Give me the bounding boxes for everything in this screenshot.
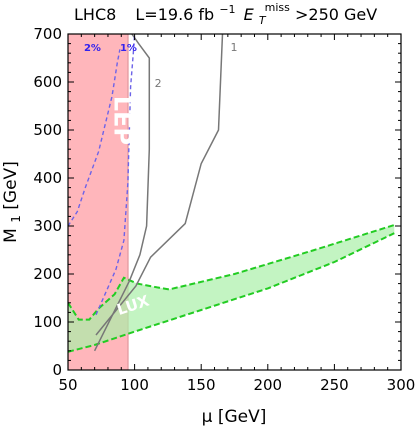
x-tick-label-100: 100 [120,376,149,394]
x-tick-label-300: 300 [387,376,415,394]
y-tick-label-0: 0 [52,361,62,379]
y-axis-label-main: M [1,228,21,243]
lux-region-fill [68,225,395,352]
y-axis-label-unit: [GeV] [1,161,21,210]
axes-frame [67,33,402,371]
y-tick-label-300: 300 [33,217,62,235]
annotation-lep: LEP [109,96,137,145]
x-axis-label: μ [GeV] [202,407,267,427]
annotation-1: 1 [231,41,238,54]
y-axis-label: M 1 [GeV] [1,161,25,243]
title-et-sub: T [259,14,267,27]
series-line-1 [95,34,224,336]
annotation-2: 2 [155,77,162,90]
series-line-2 [93,34,151,352]
x-tick-label-200: 200 [253,376,282,394]
title-lhc: LHC8 [74,5,116,24]
title-lumi-exp: −1 [219,3,235,16]
y-tick-label-200: 200 [33,265,62,283]
x-tick-label-50: 50 [58,376,77,394]
y-axis-label-sub: 1 [9,215,23,223]
title-et-cut: >250 GeV [295,5,377,24]
axis-ticks: 50 100 150 200 250 300 0 100 200 300 400 500 600 700 [33,25,415,394]
title-et-sym: E [244,5,255,24]
y-tick-label-600: 600 [33,73,62,91]
y-tick-label-400: 400 [33,169,62,187]
y-tick-label-100: 100 [33,313,62,331]
annotation-2pct: 2% [84,43,101,54]
x-tick-label-250: 250 [320,376,349,394]
series-line-1pct [95,34,136,316]
lux-upper-boundary [68,224,395,321]
y-tick-label-700: 700 [33,25,62,43]
lux-lower-boundary [68,232,395,353]
x-tick-label-150: 150 [187,376,216,394]
annotation-1pct: 1% [120,43,137,54]
title-lumi: L=19.6 fb [135,5,214,24]
y-tick-label-500: 500 [33,121,62,139]
title-et-sup: miss [265,1,291,14]
chart-title: LHC8 L=19.6 fb −1 E T miss >250 GeV [74,0,377,28]
series-line-2pct [68,49,121,227]
